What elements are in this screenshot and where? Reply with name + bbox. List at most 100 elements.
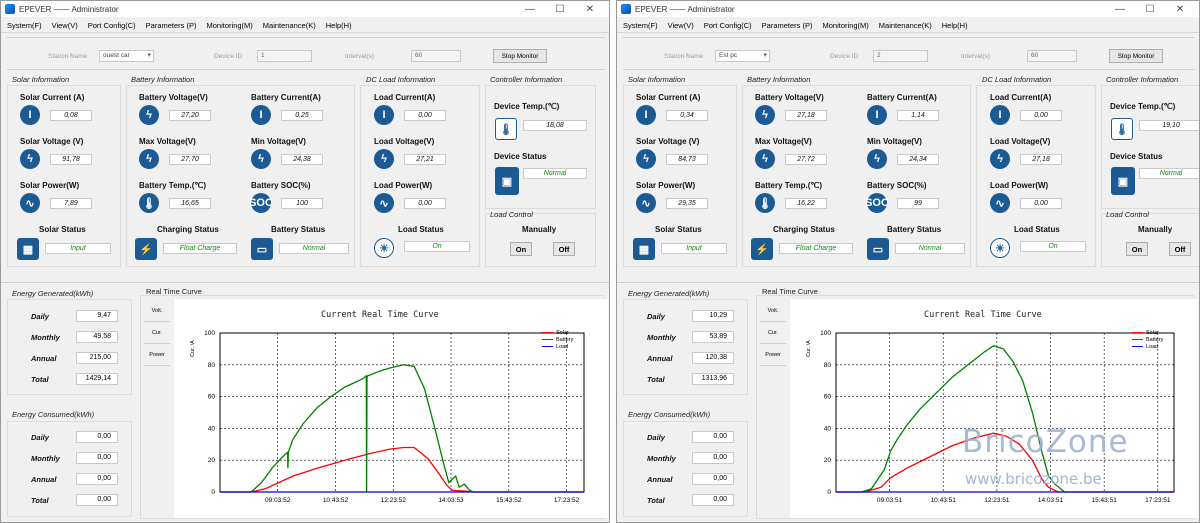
voltage-icon: ϟ <box>139 105 159 125</box>
legend-item: Solar <box>542 329 573 336</box>
battery-icon: ▭ <box>867 238 889 260</box>
load-off-button[interactable]: Off <box>1169 242 1191 256</box>
generated-annual-value: 120,38 <box>692 352 734 364</box>
device-temp-label: Device Temp.(℃) <box>1110 102 1176 111</box>
curve-tabs: Volt. Cur. Power <box>144 300 170 366</box>
station-name-select[interactable]: Est pc <box>715 50 770 62</box>
maximize-icon[interactable]: ☐ <box>1145 3 1155 15</box>
menu-item[interactable]: Maintenance(K) <box>262 20 316 30</box>
controller-info-title: Controller Information <box>490 75 563 84</box>
current-icon: I <box>636 105 656 125</box>
chart-svg: 0 20 40 60 80 100 09:03:51 10:43:51 12:23:51 14:0… <box>820 330 1175 504</box>
close-icon[interactable]: ✕ <box>585 3 595 15</box>
menu-item[interactable]: System(F) <box>7 20 42 30</box>
device-id-field[interactable]: 2 <box>873 50 928 62</box>
load-on-button[interactable]: On <box>510 242 532 256</box>
x-tick-label: 12:23:51 <box>984 497 1010 504</box>
minimize-icon[interactable]: — <box>1115 3 1125 15</box>
menu-item[interactable]: Help(H) <box>325 20 352 30</box>
solar-group <box>623 85 737 267</box>
interval-label: Interval(s) <box>345 53 374 60</box>
voltage-icon: ϟ <box>139 149 159 169</box>
controller-group <box>1101 85 1199 209</box>
curve-tab[interactable]: Power <box>760 344 786 366</box>
load-control-group <box>1101 213 1199 267</box>
y-tick-label: 80 <box>208 362 216 369</box>
controller-device-icon: ▣ <box>495 167 519 195</box>
battery-soc-label: Battery SOC(%) <box>867 181 927 190</box>
solar-current-value: 0,08 <box>50 110 92 121</box>
chart-svg: 0 20 40 60 80 100 09:03:52 10:43:52 12:23:52 14:0… <box>204 330 585 504</box>
menu-item[interactable]: Parameters (P) <box>761 20 813 30</box>
menu-item[interactable]: Monitoring(M) <box>206 20 253 30</box>
charging-status-label: Charging Status <box>157 225 219 234</box>
load-status-label: Load Status <box>398 225 444 234</box>
consumed-monthly-label: Monthly <box>647 454 676 463</box>
load-voltage-label: Load Voltage(V) <box>374 137 435 146</box>
curve-tab[interactable]: Power <box>144 344 170 366</box>
station-name-select[interactable]: ouest car <box>99 50 154 62</box>
menu-item[interactable]: Maintenance(K) <box>878 20 932 30</box>
menu-item[interactable]: Monitoring(M) <box>822 20 869 30</box>
curve-tab[interactable]: Volt. <box>760 300 786 322</box>
load-control-title: Load Control <box>1106 210 1149 219</box>
menu-item[interactable]: View(V) <box>667 20 694 30</box>
interval-field[interactable]: 60 <box>1027 50 1077 62</box>
legend-label: Load <box>1146 343 1159 350</box>
load-on-button[interactable]: On <box>1126 242 1148 256</box>
minimize-icon[interactable]: — <box>525 3 535 15</box>
voltage-icon: ϟ <box>990 149 1010 169</box>
battery-status-value: Normal <box>279 243 349 254</box>
current-icon: I <box>374 105 394 125</box>
generated-daily-label: Daily <box>647 312 665 321</box>
menu-item[interactable]: Help(H) <box>941 20 968 30</box>
solar-info-title: Solar Information <box>12 75 70 84</box>
menu-item[interactable]: Parameters (P) <box>145 20 197 30</box>
load-off-button[interactable]: Off <box>553 242 575 256</box>
legend-swatch <box>542 345 553 348</box>
generated-monthly-label: Monthly <box>31 333 60 342</box>
menu-item[interactable]: Port Config(C) <box>87 20 136 30</box>
menu-item[interactable]: System(F) <box>623 20 658 30</box>
series-line-solar <box>220 446 584 493</box>
charging-status-label: Charging Status <box>773 225 835 234</box>
window-title: EPEVER —— Administrator <box>635 4 735 14</box>
interval-field[interactable]: 60 <box>411 50 461 62</box>
consumed-annual-label: Annual <box>31 475 57 484</box>
menu-item[interactable]: Port Config(C) <box>703 20 752 30</box>
voltage-icon: ϟ <box>20 149 40 169</box>
generated-monthly-value: 53,89 <box>692 331 734 343</box>
curve-tab[interactable]: Volt. <box>144 300 170 322</box>
menu-item[interactable]: View(V) <box>51 20 78 30</box>
battery-voltage-label: Battery Voltage(V) <box>139 93 208 102</box>
load-power-value: 0,00 <box>1020 198 1062 209</box>
solar-status-label: Solar Status <box>39 225 86 234</box>
legend-swatch <box>1132 331 1143 334</box>
min-voltage-label: Min Voltage(V) <box>251 137 306 146</box>
device-id-field[interactable]: 1 <box>257 50 312 62</box>
curve-tab[interactable]: Cur. <box>760 322 786 344</box>
stop-monitor-button[interactable]: Stop Monitor <box>1109 49 1163 63</box>
close-icon[interactable]: ✕ <box>1175 3 1185 15</box>
thermometer-icon: 🌡 <box>495 118 517 140</box>
legend-label: Solar <box>1146 329 1159 336</box>
generated-daily-label: Daily <box>31 312 49 321</box>
legend-swatch <box>1132 345 1143 348</box>
current-icon: I <box>20 105 40 125</box>
solar-status-label: Solar Status <box>655 225 702 234</box>
legend-item: Battery <box>542 336 573 343</box>
max-voltage-value: 27,70 <box>169 154 211 165</box>
solar-current-label: Solar Current (A) <box>20 93 85 102</box>
curve-tab[interactable]: Cur. <box>144 322 170 344</box>
solar-current-value: 0,34 <box>666 110 708 121</box>
x-tick-label: 15:43:51 <box>1092 497 1118 504</box>
divider <box>7 37 605 38</box>
manually-label: Manually <box>1138 225 1173 234</box>
device-temp-label: Device Temp.(℃) <box>494 102 560 111</box>
stop-monitor-button[interactable]: Stop Monitor <box>493 49 547 63</box>
title-bar: EPEVER —— Administrator — ☐ ✕ <box>617 1 1199 17</box>
battery-voltage-value: 27,20 <box>169 110 211 121</box>
maximize-icon[interactable]: ☐ <box>555 3 565 15</box>
epever-window-right: EPEVER —— Administrator — ☐ ✕ System(F) View(… <box>616 0 1200 523</box>
device-temp-value: 18,08 <box>523 120 587 131</box>
